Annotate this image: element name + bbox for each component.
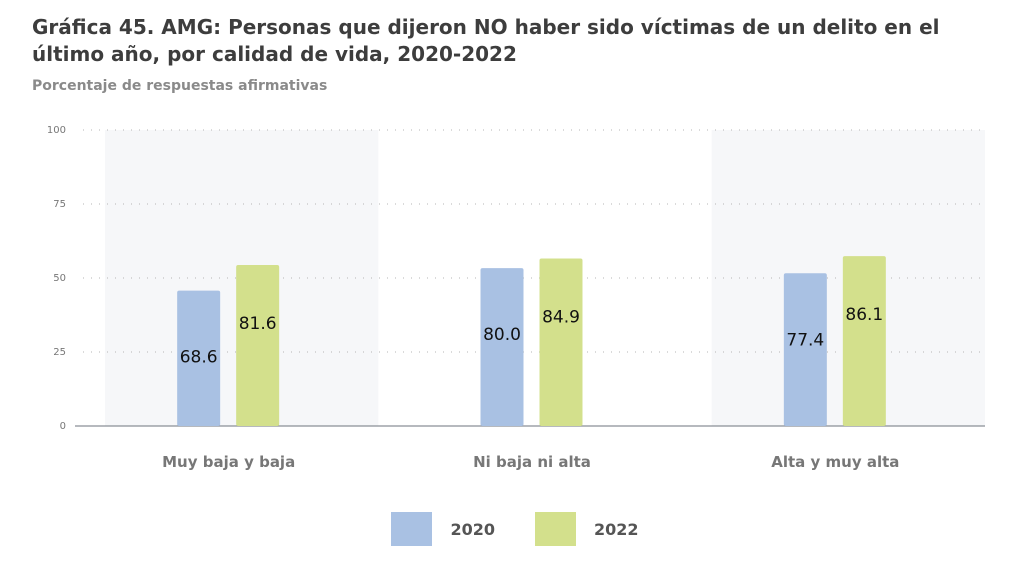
data-label-2020-3: 77.4 (786, 330, 824, 350)
data-label-2020-2: 80.0 (483, 325, 521, 345)
bar-2020-2 (480, 268, 524, 426)
y-tick-label: 75 (53, 199, 66, 210)
bar-2020-3 (783, 273, 827, 426)
legend-label-2020: 2020 (450, 519, 495, 539)
data-label-2022-3: 86.1 (845, 305, 883, 325)
legend-label-2022: 2022 (594, 519, 639, 539)
bar-2022-1 (236, 264, 280, 426)
chart-subtitle: Porcentaje de respuestas afirmativas (32, 78, 328, 94)
y-tick-label: 0 (60, 421, 66, 432)
chart-title: Gráfica 45. AMG: Personas que dijeron NO… (32, 15, 940, 66)
bar-chart: 100 75 50 25 0 68.6 81.6 Muy baja y baja 80.0 84.… (47, 125, 985, 471)
legend-swatch-2020 (391, 512, 433, 546)
y-tick-label: 100 (47, 125, 66, 136)
legend-item-2022: 2022 (535, 512, 639, 546)
legend-swatch-2022 (535, 512, 576, 546)
legend: 2020 2022 (0, 512, 1030, 546)
y-tick-label: 25 (53, 347, 66, 358)
y-tick-label: 50 (53, 273, 66, 284)
bar-2022-2 (539, 258, 583, 426)
data-label-2020-1: 68.6 (180, 348, 218, 368)
bar-2022-3 (842, 256, 886, 426)
data-label-2022-1: 81.6 (239, 314, 277, 334)
legend-item-2020: 2020 (391, 512, 495, 546)
bar-2020-1 (177, 290, 221, 426)
data-label-2022-2: 84.9 (542, 307, 580, 327)
x-category-label: Muy baja y baja (162, 453, 295, 471)
x-category-label: Ni baja ni alta (473, 453, 591, 471)
x-category-label: Alta y muy alta (771, 453, 899, 471)
